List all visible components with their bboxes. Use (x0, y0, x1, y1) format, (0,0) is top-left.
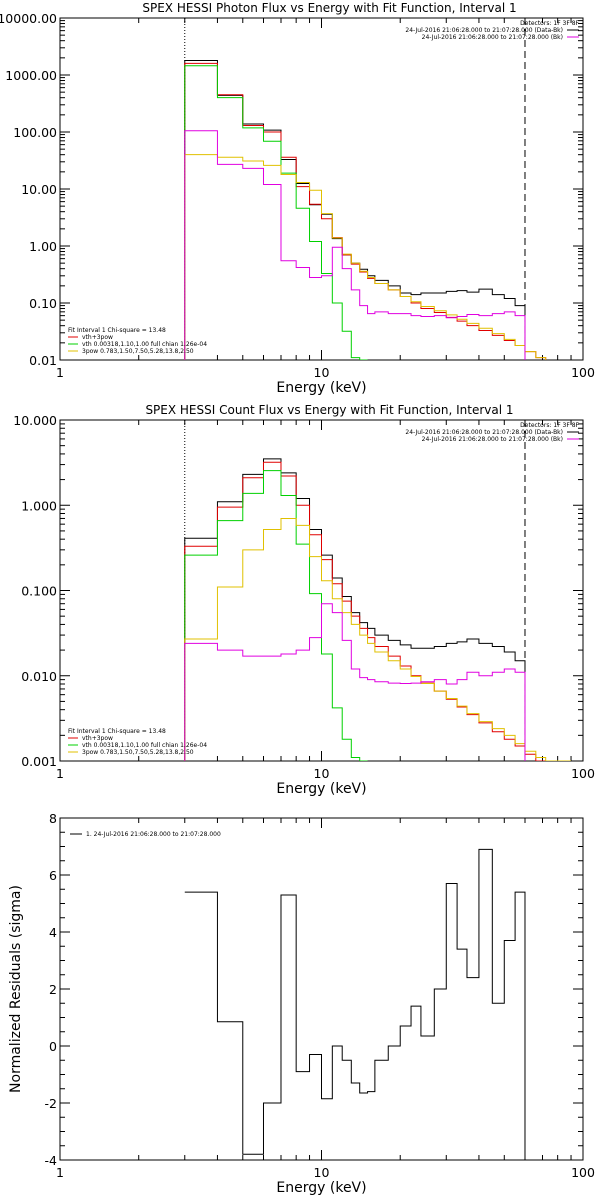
series-group (184, 848, 526, 1160)
x-axis-label: Energy (keV) (276, 1180, 366, 1196)
y-tick-label: 0.001 (21, 754, 57, 769)
chart-title: SPEX HESSI Count Flux vs Energy with Fit… (145, 403, 513, 417)
y-tick-label: -4 (45, 1153, 58, 1168)
series-yellow-line (184, 517, 572, 761)
series-red-line (184, 461, 546, 761)
legend-header: Detectors: 1F 3F 8F (520, 20, 579, 27)
y-tick-label: 0.01 (29, 353, 57, 368)
legend-entry: vth+3pow (82, 735, 113, 742)
series-magenta-line (184, 603, 526, 761)
x-tick-label: 10 (314, 365, 330, 380)
series-green-line (184, 470, 368, 761)
legend-header: Fit Interval 1 Chi-square = 13.48 (68, 327, 166, 334)
series-magenta-line (184, 130, 526, 360)
y-tick-label: -2 (45, 1096, 57, 1111)
y-tick-label: 0 (49, 1039, 57, 1054)
x-axis-label: Energy (keV) (276, 380, 366, 396)
y-tick-label: 6 (49, 868, 57, 883)
x-tick-label: 1 (56, 365, 64, 380)
series-black-line (184, 59, 526, 360)
series-group (184, 59, 547, 360)
legend-entry: vth 0.00318,1.10,1.00 full chian 1.26e-0… (82, 742, 207, 749)
legend-entry: 3pow 0.783,1.50,7.50,5.28,13.8,2.50 (82, 749, 194, 756)
y-tick-label: 10.00 (21, 182, 57, 197)
legend-entry: 1. 24-Jul-2016 21:06:28.000 to 21:07:28.… (86, 831, 221, 838)
x-axis-label: Energy (keV) (276, 781, 366, 797)
series-group (184, 458, 572, 761)
x-tick-label: 100 (571, 365, 595, 380)
chart-panel-2: SPEX HESSI Count Flux vs Energy with Fit… (13, 403, 595, 797)
series-black-line (184, 848, 526, 1160)
chart-title: SPEX HESSI Photon Flux vs Energy with Fi… (142, 1, 516, 15)
series-yellow-line (184, 154, 547, 360)
y-tick-label: 0.010 (21, 669, 57, 684)
x-tick-label: 1 (56, 766, 64, 781)
series-green-line (184, 65, 368, 360)
y-tick-label: 10.000 (13, 413, 57, 428)
x-tick-label: 10 (314, 766, 330, 781)
legend-entry: 24-Jul-2016 21:06:28.000 to 21:07:28.000… (422, 34, 563, 41)
y-tick-label: 2 (49, 982, 57, 997)
y-axis-label: Normalized Residuals (sigma) (8, 885, 24, 1093)
y-tick-label: 1000.00 (5, 68, 57, 83)
y-tick-label: 4 (49, 925, 57, 940)
x-tick-label: 10 (314, 1165, 330, 1180)
y-tick-label: 8 (49, 811, 57, 826)
x-tick-label: 100 (571, 1165, 595, 1180)
legend-entry: vth+3pow (82, 334, 113, 341)
chart-panel-3: 1 10 100 Energy (keV) -4 -2 0 2 4 6 8 Normalized Re… (8, 811, 595, 1196)
legend-entry: 3pow 0.783,1.50,7.50,5.28,13.8,2.50 (82, 348, 194, 355)
series-black-line (184, 458, 526, 761)
y-tick-label: 1.000 (21, 498, 57, 513)
y-tick-label: 100.00 (13, 125, 57, 140)
y-tick-label: 10000.00 (0, 11, 57, 26)
y-tick-label: 0.100 (21, 584, 57, 599)
chart-panel-1: SPEX HESSI Photon Flux vs Energy with Fi… (0, 1, 595, 396)
legend-header: Fit Interval 1 Chi-square = 13.48 (68, 728, 166, 735)
legend-entry: 24-Jul-2016 21:06:28.000 to 21:07:28.000… (405, 27, 563, 34)
y-tick-label: 0.10 (29, 296, 57, 311)
legend-entry: 24-Jul-2016 21:06:28.000 to 21:07:28.000… (405, 429, 563, 436)
x-tick-label: 1 (56, 1165, 64, 1180)
y-tick-label: 1.00 (29, 239, 57, 254)
x-tick-label: 100 (571, 766, 595, 781)
plot-frame (59, 419, 584, 762)
legend-header: Detectors: 1F 3F 8F (520, 422, 579, 429)
plot-frame (59, 17, 584, 361)
legend-entry: 24-Jul-2016 21:06:28.000 to 21:07:28.000… (422, 436, 563, 443)
legend-entry: vth 0.00318,1.10,1.00 full chian 1.26e-0… (82, 341, 207, 348)
